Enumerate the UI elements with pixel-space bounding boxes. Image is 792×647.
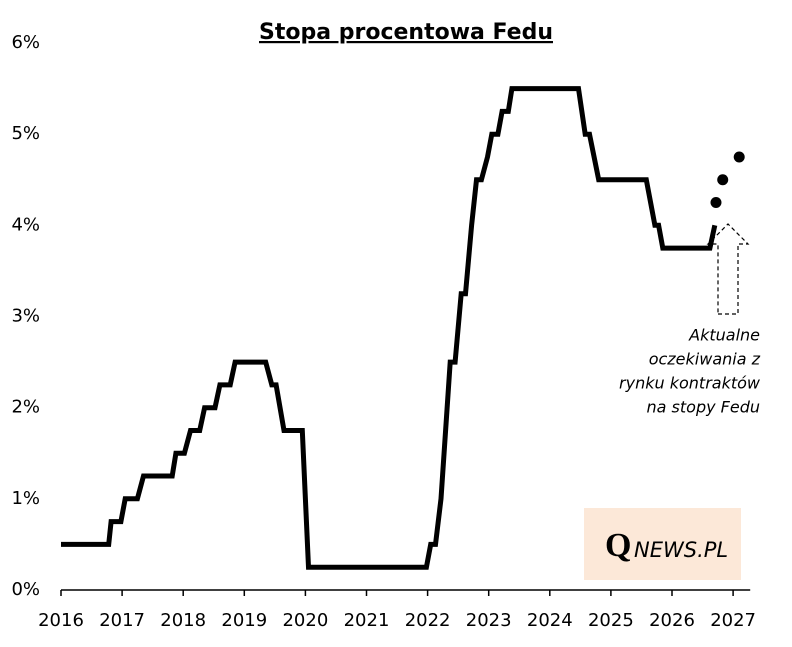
annotation: na stopy Fedu — [647, 398, 760, 417]
x-tick-label: 2020 — [282, 610, 328, 631]
x-tick-label: 2016 — [38, 610, 84, 631]
y-tick-label: 5% — [11, 123, 40, 144]
x-tick-label: 2019 — [221, 610, 267, 631]
logo-text: NEWS.PL — [634, 538, 728, 562]
logo-box — [584, 508, 741, 580]
y-tick-label: 6% — [11, 32, 40, 53]
y-tick-label: 4% — [11, 214, 40, 235]
x-tick-label: 2024 — [527, 610, 573, 631]
x-tick-label: 2023 — [466, 610, 512, 631]
data-point — [733, 151, 745, 163]
data-point — [710, 197, 722, 209]
annotation: oczekiwania z — [649, 350, 761, 369]
annotation: Aktualne — [688, 326, 760, 345]
chart-title: Stopa procentowa Fedu — [259, 20, 553, 45]
data-point — [717, 174, 729, 186]
annotation-arrow — [706, 223, 750, 315]
x-tick-label: 2018 — [160, 610, 206, 631]
x-tick-label: 2027 — [710, 610, 756, 631]
x-tick-label: 2022 — [405, 610, 451, 631]
y-tick-label: 1% — [11, 488, 40, 509]
x-tick-label: 2026 — [649, 610, 695, 631]
x-tick-label: 2021 — [344, 610, 390, 631]
rate-line — [61, 86, 718, 570]
y-tick-label: 3% — [11, 306, 40, 327]
y-tick-label: 0% — [11, 579, 40, 600]
y-tick-label: 2% — [11, 397, 40, 418]
logo-q: Q — [605, 527, 631, 564]
x-tick-label: 2017 — [99, 610, 145, 631]
annotation: rynku kontraktów — [619, 374, 761, 393]
x-tick-label: 2025 — [588, 610, 634, 631]
